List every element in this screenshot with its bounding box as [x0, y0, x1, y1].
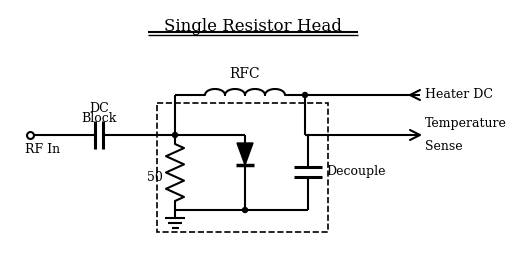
Text: Block: Block	[81, 112, 117, 125]
Text: 50: 50	[147, 171, 163, 184]
Text: Temperature: Temperature	[425, 117, 507, 130]
Polygon shape	[237, 143, 253, 165]
Text: DC: DC	[89, 102, 109, 115]
Text: Heater DC: Heater DC	[425, 88, 493, 101]
Text: Single Resistor Head: Single Resistor Head	[164, 18, 342, 35]
Text: RF In: RF In	[25, 143, 60, 156]
Circle shape	[303, 92, 308, 97]
Circle shape	[172, 133, 177, 138]
Text: Sense: Sense	[425, 140, 462, 153]
Text: RFC: RFC	[230, 67, 260, 81]
Text: Decouple: Decouple	[326, 166, 385, 178]
Circle shape	[242, 208, 247, 213]
